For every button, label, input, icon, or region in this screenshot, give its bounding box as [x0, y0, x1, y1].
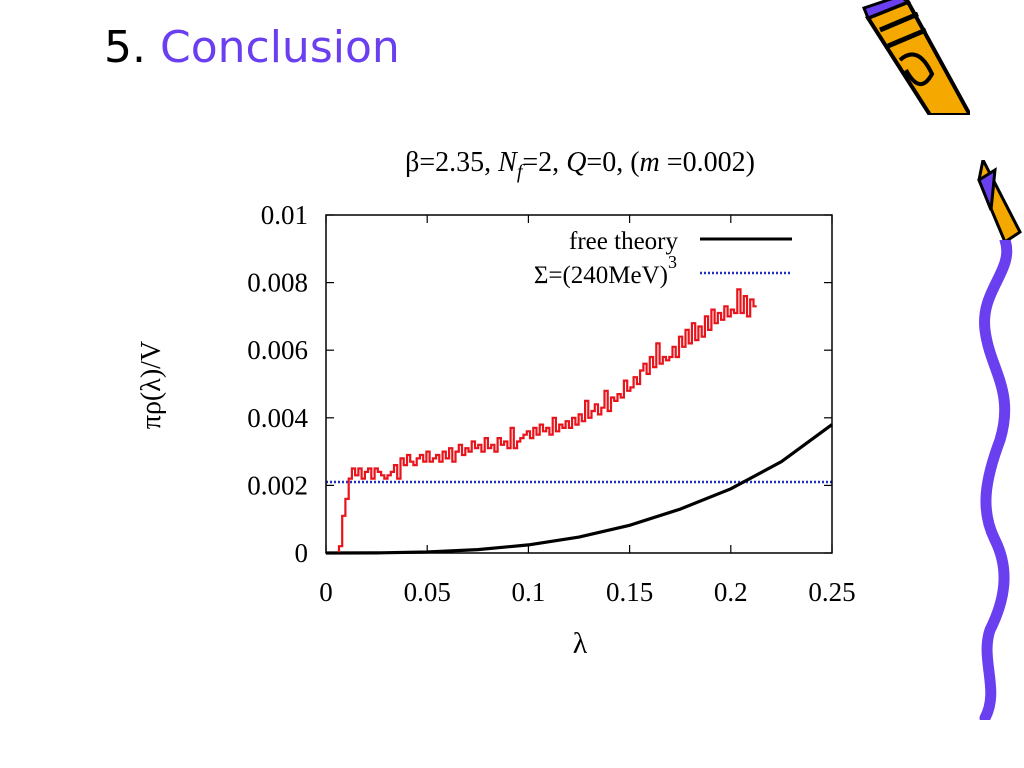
y-tick-label: 0.002 — [247, 470, 308, 500]
plot-frame — [325, 214, 833, 554]
y-tick-label: 0.008 — [247, 268, 308, 298]
slide-title: 5. Conclusion — [104, 18, 400, 78]
pencil-tip-icon — [977, 160, 1022, 245]
slide-number: 5. — [104, 22, 146, 73]
x-tick-label: 0.2 — [714, 577, 748, 607]
legend-label-sigma: Σ=(240MeV) — [534, 262, 668, 289]
y-tick-label: 0 — [295, 538, 309, 568]
series-histogram-step — [337, 288, 757, 553]
legend-label-free-theory: free theory — [569, 228, 678, 255]
x-tick-label: 0.1 — [512, 577, 546, 607]
x-axis-label: λ — [573, 627, 588, 660]
x-tick-label: 0.05 — [404, 577, 451, 607]
chart-title-q: Q — [566, 147, 586, 178]
x-tick-label: 0.25 — [808, 577, 855, 607]
legend-label-sigma-exponent: 3 — [668, 252, 677, 272]
chart-title: β=2.35, Nf=2, Q=0, (m =0.002) — [405, 147, 755, 183]
chart-title-n-subscript: f — [517, 161, 525, 183]
legend-label-sigma-text: Σ=(240MeV) — [534, 262, 668, 289]
legend: free theory Σ=(240MeV) 3 — [534, 228, 792, 289]
chart-title-m-value: =0.002) — [660, 147, 755, 178]
chart-title-m: m — [640, 147, 660, 178]
pencil-icon — [862, 0, 970, 115]
y-axis-label: πρ(λ)/V — [136, 341, 167, 429]
x-tick-label: 0 — [319, 577, 333, 607]
chart-title-beta: β=2.35, — [405, 147, 498, 178]
y-tick-label: 0.004 — [247, 403, 308, 433]
slide-title-text: Conclusion — [159, 22, 400, 73]
chart-title-nf-value: =2, — [522, 147, 566, 178]
y-tick-label: 0.006 — [247, 335, 308, 365]
squiggle-decoration-icon — [979, 240, 1013, 720]
y-tick-label: 0.01 — [261, 200, 308, 230]
chart-title-q-value: =0, ( — [586, 147, 639, 178]
chart-title-n: N — [497, 147, 518, 178]
series-free-theory-line — [325, 423, 833, 555]
x-tick-label: 0.15 — [606, 577, 653, 607]
